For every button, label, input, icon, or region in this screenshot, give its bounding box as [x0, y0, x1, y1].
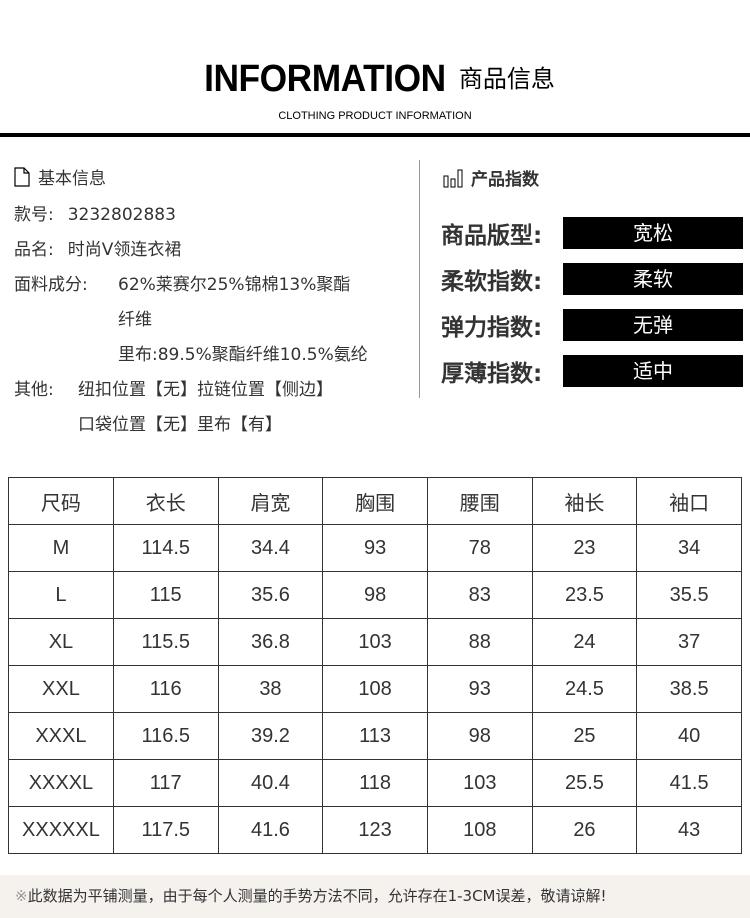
index-thickness: 厚薄指数: 适中	[441, 354, 743, 388]
table-cell: 40	[636, 712, 742, 760]
table-cell: 39.2	[217, 712, 324, 760]
table-cell: 25.5	[531, 759, 638, 807]
page-title: INFORMATION 商品信息	[204, 58, 555, 100]
table-row: M 114.5 34.4 93 78 23 34	[8, 524, 742, 572]
table-cell: 108	[322, 665, 428, 713]
document-icon	[14, 166, 30, 187]
column-header: 肩宽	[217, 477, 324, 525]
other-label: 其他:	[14, 380, 54, 400]
table-cell: 113	[322, 712, 428, 760]
table-row: XXXXXL 117.5 41.6 123 108 26 43	[8, 806, 742, 854]
table-cell: 35.5	[636, 571, 742, 619]
table-cell: 41.5	[636, 759, 742, 807]
table-cell: XXXXL	[8, 759, 114, 807]
table-cell: 37	[636, 618, 742, 666]
table-row: XL 115.5 36.8 103 88 24 37	[8, 618, 742, 666]
product-name-row: 品名: 时尚V领连衣裙	[14, 240, 182, 260]
bar-chart-icon	[443, 169, 463, 187]
table-cell: 116	[112, 665, 219, 713]
table-row: XXXXL 117 40.4 118 103 25.5 41.5	[8, 759, 742, 807]
index-elasticity: 弹力指数: 无弹	[441, 308, 743, 342]
column-header: 袖长	[531, 477, 638, 525]
column-header: 袖口	[636, 477, 742, 525]
other-line: 口袋位置【无】里布【有】	[78, 415, 282, 435]
table-cell: 108	[426, 806, 533, 854]
style-number-row: 款号: 3232802883	[14, 205, 176, 225]
divider	[0, 133, 750, 137]
measurement-note: ※此数据为平铺测量，由于每个人测量的手势方法不同，允许存在1-3CM误差，敬请谅…	[0, 875, 750, 918]
table-cell: 23.5	[531, 571, 638, 619]
table-cell: 98	[426, 712, 533, 760]
table-cell: 23	[531, 524, 638, 572]
table-cell: 40.4	[217, 759, 324, 807]
column-header: 腰围	[426, 477, 533, 525]
other-line: 纽扣位置【无】拉链位置【侧边】	[78, 380, 333, 400]
table-cell: 35.6	[217, 571, 324, 619]
table-cell: XXXXXL	[8, 806, 114, 854]
column-header: 胸围	[322, 477, 428, 525]
table-row: L 115 35.6 98 83 23.5 35.5	[8, 571, 742, 619]
fabric-label: 面料成分:	[14, 275, 88, 295]
index-fit: 商品版型: 宽松	[441, 216, 743, 250]
table-cell: 36.8	[217, 618, 324, 666]
table-cell: 38	[217, 665, 324, 713]
table-cell: 34	[636, 524, 742, 572]
table-cell: 115.5	[112, 618, 219, 666]
table-cell: XXL	[8, 665, 114, 713]
table-cell: 103	[426, 759, 533, 807]
index-softness: 柔软指数: 柔软	[441, 262, 743, 296]
table-cell: M	[8, 524, 114, 572]
table-cell: 26	[531, 806, 638, 854]
table-row: XXXL 116.5 39.2 113 98 25 40	[8, 712, 742, 760]
index-value: 宽松	[563, 217, 743, 249]
table-cell: 118	[322, 759, 428, 807]
table-cell: 115	[112, 571, 219, 619]
table-cell: 38.5	[636, 665, 742, 713]
index-value: 适中	[563, 355, 743, 387]
lining-line: 里布:89.5%聚酯纤维10.5%氨纶	[118, 345, 368, 365]
table-cell: 78	[426, 524, 533, 572]
table-cell: 25	[531, 712, 638, 760]
table-cell: XL	[8, 618, 114, 666]
table-cell: 41.6	[217, 806, 324, 854]
table-cell: 43	[636, 806, 742, 854]
table-cell: 24.5	[531, 665, 638, 713]
table-cell: 116.5	[112, 712, 219, 760]
table-cell: 88	[426, 618, 533, 666]
table-cell: 123	[322, 806, 428, 854]
table-cell: 117	[112, 759, 219, 807]
table-cell: 93	[426, 665, 533, 713]
index-heading: 产品指数	[443, 165, 539, 190]
table-header-row: 尺码 衣长 肩宽 胸围 腰围 袖长 袖口	[8, 477, 742, 525]
table-cell: 34.4	[217, 524, 324, 572]
basic-info-heading: 基本信息	[14, 164, 106, 189]
page-subtitle: CLOTHING PRODUCT INFORMATION	[278, 110, 472, 122]
table-cell: 114.5	[112, 524, 219, 572]
table-row: XXL 116 38 108 93 24.5 38.5	[8, 665, 742, 713]
fabric-line: 纤维	[118, 310, 152, 330]
table-cell: 83	[426, 571, 533, 619]
table-cell: 117.5	[112, 806, 219, 854]
asterisk-icon: ※	[15, 887, 28, 905]
index-value: 柔软	[563, 263, 743, 295]
fabric-line: 62%莱赛尔25%锦棉13%聚酯	[118, 275, 351, 295]
table-cell: L	[8, 571, 114, 619]
size-table: 尺码 衣长 肩宽 胸围 腰围 袖长 袖口 M 114.5 34.4 93 78 23 34 L 115 35.6…	[8, 477, 742, 854]
column-header: 尺码	[8, 477, 114, 525]
column-header: 衣长	[112, 477, 219, 525]
table-cell: 98	[322, 571, 428, 619]
table-cell: 93	[322, 524, 428, 572]
index-value: 无弹	[563, 309, 743, 341]
table-cell: 103	[322, 618, 428, 666]
table-cell: XXXL	[8, 712, 114, 760]
table-cell: 24	[531, 618, 638, 666]
vertical-divider	[419, 160, 420, 398]
